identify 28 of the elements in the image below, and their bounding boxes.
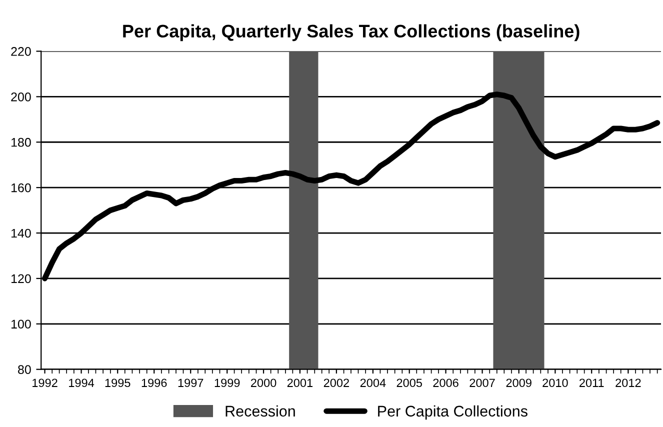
x-tick-label: 2000 (250, 378, 276, 388)
x-tick-label: 1995 (105, 378, 130, 388)
x-tick-label: 2012 (616, 378, 641, 388)
x-tick-label: 2010 (542, 378, 568, 388)
x-tick-label: 1994 (69, 378, 94, 388)
x-tick-label: 2001 (287, 378, 312, 388)
legend-label: Per Capita Collections (378, 405, 528, 420)
y-tick-label: 120 (11, 274, 31, 284)
y-tick-label: 160 (11, 183, 31, 192)
y-tick-label: 220 (11, 47, 31, 56)
y-tick-label: 100 (11, 320, 31, 329)
x-tick-label: 2011 (580, 378, 604, 388)
y-tick-label: 180 (11, 138, 31, 147)
x-tick-label: 1997 (178, 378, 204, 388)
x-tick-label: 1999 (214, 378, 240, 388)
x-tick-label: 1992 (32, 378, 58, 388)
legend-label: Recession (226, 405, 295, 417)
y-tick-label: 80 (18, 365, 31, 374)
chart-title: Per Capita, Quarterly Sales Tax Collections (baseline) (123, 24, 580, 42)
x-tick-label: 2005 (396, 378, 422, 388)
x-tick-label: 1996 (142, 378, 167, 388)
y-tick-label: 200 (11, 92, 31, 102)
x-tick-label: 2009 (506, 378, 532, 388)
x-tick-label: 2006 (433, 378, 458, 388)
x-tick-label: 2002 (324, 378, 349, 388)
x-tick-label: 2007 (470, 378, 495, 388)
y-tick-label: 140 (11, 228, 31, 238)
x-tick-label: 2004 (360, 378, 386, 388)
